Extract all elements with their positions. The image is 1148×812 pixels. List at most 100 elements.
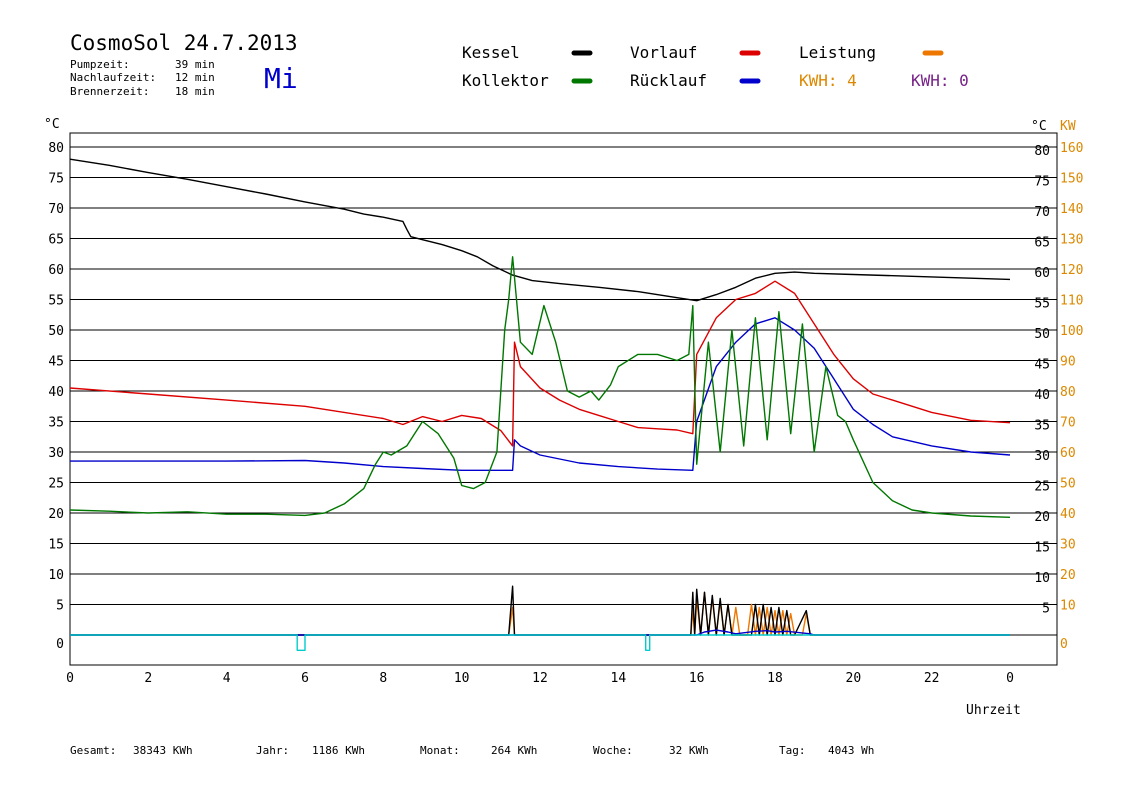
y-tick-right2-label: 110: [1060, 294, 1083, 309]
y-axis-right-label: °C: [1031, 119, 1047, 134]
kwh-label-0: KWH: 4: [799, 71, 857, 90]
y-tick-left-label: 80: [48, 141, 64, 156]
legend-label-ruecklauf: Rücklauf: [630, 71, 707, 90]
y-tick-right2-label: 40: [1060, 507, 1076, 522]
y-tick-right2-label: 0: [1060, 637, 1068, 652]
footer-value-jahr: 1186 KWh: [312, 744, 365, 757]
footer-label-woche: Woche:: [593, 744, 633, 757]
x-tick-label: 18: [767, 671, 783, 686]
y-tick-left-label: 60: [48, 263, 64, 278]
x-tick-label: 0: [1006, 671, 1014, 686]
y-tick-right-label: 75: [1034, 175, 1050, 190]
footer-value-tag: 4043 Wh: [828, 744, 874, 757]
weekday-label: Mi: [264, 62, 298, 95]
x-axis-label: Uhrzeit: [966, 703, 1021, 718]
series-lines: [69, 158, 1011, 651]
stat-label-0: Pumpzeit:: [70, 58, 130, 71]
y-tick-left-label: 70: [48, 202, 64, 217]
y-tick-left-label: 55: [48, 294, 64, 309]
series-line-r-cklauf: [70, 317, 1011, 471]
footer-value-woche: 32 KWh: [669, 744, 709, 757]
y-tick-right-label: 55: [1034, 297, 1050, 312]
y-tick-right-label: 50: [1034, 327, 1050, 342]
stat-value-0: 39 min: [175, 58, 215, 71]
x-tick-label: 4: [223, 671, 231, 686]
y-tick-left-label: 45: [48, 355, 64, 370]
footer-label-monat: Monat:: [420, 744, 460, 757]
stat-value-2: 18 min: [175, 85, 215, 98]
y-axis-left-label: °C: [44, 117, 60, 132]
x-ticks: 0 2 4 6 8 10 12 14 16 18 20 22 0: [66, 671, 1014, 686]
legend-label-vorlauf: Vorlauf: [630, 43, 697, 62]
y-tick-right-label: 60: [1034, 266, 1050, 281]
y-tick-left-label: 40: [48, 385, 64, 400]
footer-value-gesamt: 38343 KWh: [133, 744, 193, 757]
series-line-pumpe: [70, 585, 1010, 636]
legend-label-leistung: Leistung: [799, 43, 876, 62]
legend: Kessel Vorlauf Leistung Kollektor Rückla…: [462, 43, 969, 90]
y-tick-right2-label: 130: [1060, 233, 1083, 248]
y-tick-right2-label: 160: [1060, 141, 1083, 156]
footer-totals: Gesamt: 38343 KWh Jahr: 1186 KWh Monat: …: [70, 744, 874, 757]
y-tick-right2-label: 150: [1060, 172, 1083, 187]
kwh-label-1: KWH: 0: [911, 71, 969, 90]
y-tick-right-label: 65: [1034, 236, 1050, 251]
y-tick-left-label: 25: [48, 477, 64, 492]
y-tick-right2-label: 60: [1060, 446, 1076, 461]
x-tick-label: 22: [924, 671, 940, 686]
grid-lines: [70, 146, 1057, 636]
y-tick-right-label: 5: [1042, 602, 1050, 617]
series-line-brenner: [70, 634, 1010, 651]
footer-value-monat: 264 KWh: [491, 744, 537, 757]
y-axis-right2-label: KW: [1060, 119, 1076, 134]
chart-title: CosmoSol 24.7.2013: [70, 31, 298, 55]
y-tick-right-label: 25: [1034, 480, 1050, 495]
y-tick-right2-label: 140: [1060, 202, 1083, 217]
stat-label-2: Brennerzeit:: [70, 85, 149, 98]
stat-label-1: Nachlaufzeit:: [70, 71, 156, 84]
legend-label-kessel: Kessel: [462, 43, 520, 62]
y-tick-left-label: 15: [48, 538, 64, 553]
x-tick-label: 16: [689, 671, 705, 686]
footer-label-jahr: Jahr:: [256, 744, 289, 757]
y-tick-right-label: 80: [1034, 144, 1050, 159]
y-tick-right-label: 10: [1034, 571, 1050, 586]
y-tick-left-label: 5: [56, 599, 64, 614]
x-tick-label: 10: [454, 671, 470, 686]
stat-value-1: 12 min: [175, 71, 215, 84]
series-line-kollektor: [69, 256, 1011, 518]
x-tick-label: 20: [846, 671, 862, 686]
y-tick-right2-label: 120: [1060, 263, 1083, 278]
y-tick-left-label: 20: [48, 507, 64, 522]
series-line-ruecklauf-leistung: [70, 629, 1010, 636]
y-tick-left-label: 50: [48, 324, 64, 339]
y-tick-right2-label: 80: [1060, 385, 1076, 400]
y-tick-left-label: 75: [48, 172, 64, 187]
y-tick-left-label: 65: [48, 233, 64, 248]
y-tick-right2-label: 70: [1060, 416, 1076, 431]
x-tick-label: 12: [532, 671, 548, 686]
y-tick-right2-label: 10: [1060, 599, 1076, 614]
series-line-vorlauf: [69, 280, 1011, 447]
y-tick-right2-label: 20: [1060, 568, 1076, 583]
y-tick-right2-label: 30: [1060, 538, 1076, 553]
y-tick-left-label: 30: [48, 446, 64, 461]
series-line-kessel: [69, 158, 1011, 302]
stats-block: Pumpzeit: 39 min Nachlaufzeit: 12 min Br…: [70, 58, 215, 98]
y-tick-right2-label: 100: [1060, 324, 1083, 339]
y-tick-right2-label: 90: [1060, 355, 1076, 370]
y-tick-left-label: 0: [56, 637, 64, 652]
x-tick-label: 6: [301, 671, 309, 686]
y-tick-right-label: 20: [1034, 510, 1050, 525]
footer-label-gesamt: Gesamt:: [70, 744, 116, 757]
x-tick-label: 8: [379, 671, 387, 686]
x-tick-label: 0: [66, 671, 74, 686]
y-tick-right-label: 45: [1034, 358, 1050, 373]
y-tick-right-label: 30: [1034, 449, 1050, 464]
footer-label-tag: Tag:: [779, 744, 806, 757]
y-ticks-right: 80 75 70 65 60 55 50 45 40 35 30 25 20 15 10 5: [1034, 144, 1050, 617]
x-tick-label: 14: [611, 671, 627, 686]
